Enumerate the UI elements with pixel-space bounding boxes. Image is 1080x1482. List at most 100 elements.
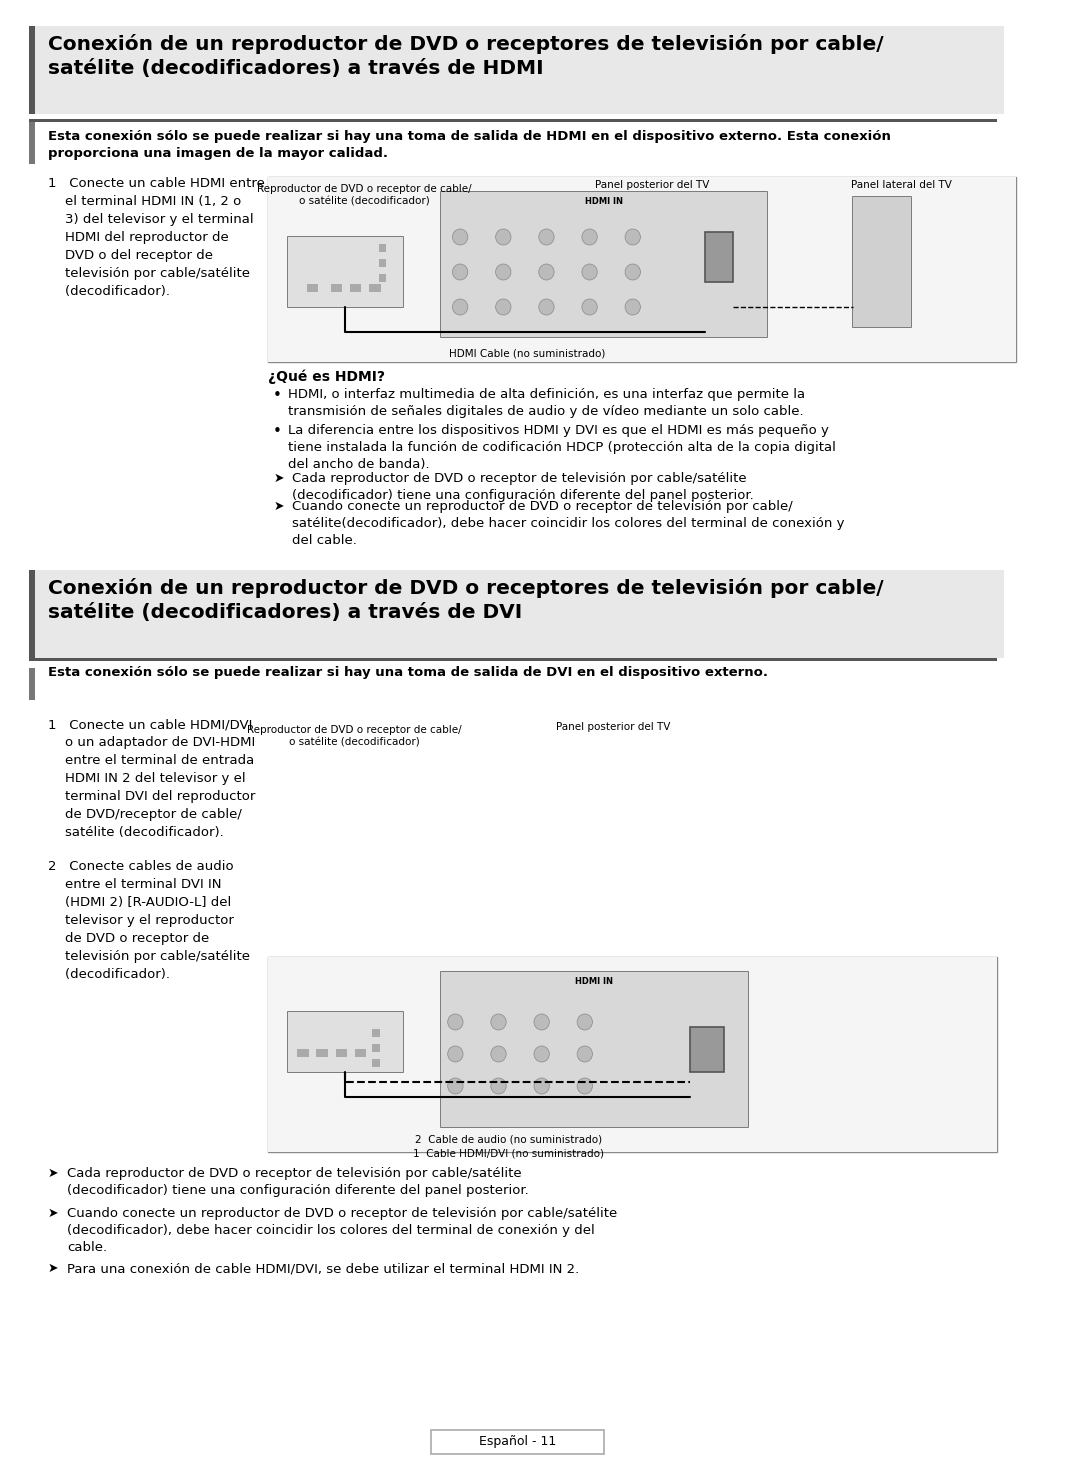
- Bar: [853, 197, 910, 328]
- Text: ¿Qué es HDMI?: ¿Qué es HDMI?: [269, 370, 386, 384]
- Text: Para una conexión de cable HDMI/DVI, se debe utilizar el terminal HDMI IN 2.: Para una conexión de cable HDMI/DVI, se …: [67, 1263, 579, 1275]
- Bar: [690, 1027, 724, 1071]
- Circle shape: [582, 264, 597, 280]
- Bar: [297, 1049, 309, 1057]
- Bar: [354, 1049, 366, 1057]
- Bar: [441, 972, 747, 1126]
- Bar: [690, 1027, 724, 1071]
- Circle shape: [490, 1014, 507, 1030]
- Bar: [29, 571, 36, 658]
- Bar: [287, 237, 403, 307]
- Circle shape: [582, 230, 597, 245]
- Bar: [36, 571, 1003, 658]
- Bar: [379, 259, 387, 267]
- Circle shape: [496, 264, 511, 280]
- Bar: [372, 1060, 380, 1067]
- Bar: [350, 285, 362, 292]
- Circle shape: [496, 230, 511, 245]
- Text: 1   Conecte un cable HDMI entre
    el terminal HDMI IN (1, 2 o
    3) del telev: 1 Conecte un cable HDMI entre el termina…: [48, 176, 265, 298]
- Text: Conexión de un reproductor de DVD o receptores de televisión por cable/
satélite: Conexión de un reproductor de DVD o rece…: [48, 34, 883, 79]
- Bar: [316, 1049, 328, 1057]
- Bar: [269, 957, 997, 1152]
- Text: Panel posterior del TV: Panel posterior del TV: [556, 722, 671, 732]
- Bar: [287, 1012, 403, 1071]
- Text: Reproductor de DVD o receptor de cable/
o satélite (decodificador): Reproductor de DVD o receptor de cable/ …: [247, 725, 462, 747]
- Circle shape: [490, 1077, 507, 1094]
- Text: Cada reproductor de DVD o receptor de televisión por cable/satélite
(decodificad: Cada reproductor de DVD o receptor de te…: [67, 1166, 529, 1197]
- Bar: [29, 122, 36, 165]
- Text: Reproductor de DVD o receptor de cable/
o satélite (decodificador): Reproductor de DVD o receptor de cable/ …: [257, 184, 472, 206]
- Bar: [287, 1012, 403, 1071]
- Bar: [853, 197, 910, 328]
- Bar: [269, 957, 997, 1152]
- Circle shape: [582, 299, 597, 316]
- Text: ➤: ➤: [273, 471, 284, 485]
- Text: Cada reproductor de DVD o receptor de televisión por cable/satélite
(decodificad: Cada reproductor de DVD o receptor de te…: [293, 471, 754, 502]
- Bar: [704, 233, 733, 282]
- Circle shape: [534, 1014, 550, 1030]
- Circle shape: [453, 299, 468, 316]
- Bar: [29, 658, 997, 661]
- Text: Esta conexión sólo se puede realizar si hay una toma de salida de HDMI en el dis: Esta conexión sólo se puede realizar si …: [48, 130, 891, 160]
- Circle shape: [577, 1077, 593, 1094]
- Text: Español - 11: Español - 11: [480, 1436, 556, 1448]
- Circle shape: [539, 230, 554, 245]
- Text: Panel posterior del TV: Panel posterior del TV: [595, 179, 710, 190]
- Bar: [29, 119, 997, 122]
- Bar: [441, 972, 747, 1126]
- Text: HDMI IN: HDMI IN: [576, 977, 613, 986]
- Bar: [704, 233, 733, 282]
- Circle shape: [453, 230, 468, 245]
- Text: Cuando conecte un reproductor de DVD o receptor de televisión por cable/satélite: Cuando conecte un reproductor de DVD o r…: [67, 1206, 618, 1254]
- Text: ➤: ➤: [48, 1206, 58, 1220]
- Text: ➤: ➤: [273, 499, 284, 513]
- Bar: [307, 285, 319, 292]
- Text: 2  Cable de audio (no suministrado): 2 Cable de audio (no suministrado): [415, 1134, 602, 1144]
- Circle shape: [625, 264, 640, 280]
- Text: HDMI, o interfaz multimedia de alta definición, es una interfaz que permite la
t: HDMI, o interfaz multimedia de alta defi…: [287, 388, 805, 418]
- Bar: [379, 274, 387, 282]
- Text: 1  Cable HDMI/DVI (no suministrado): 1 Cable HDMI/DVI (no suministrado): [413, 1149, 604, 1157]
- Circle shape: [539, 264, 554, 280]
- Text: Panel lateral del TV: Panel lateral del TV: [851, 179, 951, 190]
- Text: ➤: ➤: [48, 1263, 58, 1275]
- Circle shape: [534, 1046, 550, 1063]
- Circle shape: [490, 1046, 507, 1063]
- Text: Esta conexión sólo se puede realizar si hay una toma de salida de DVI en el disp: Esta conexión sólo se puede realizar si …: [48, 665, 768, 679]
- Circle shape: [453, 264, 468, 280]
- Text: Conexión de un reproductor de DVD o receptores de televisión por cable/
satélite: Conexión de un reproductor de DVD o rece…: [48, 578, 883, 622]
- Bar: [441, 193, 767, 336]
- Text: HDMI IN: HDMI IN: [585, 197, 623, 206]
- Bar: [36, 27, 1003, 114]
- Text: 2   Conecte cables de audio
    entre el terminal DVI IN
    (HDMI 2) [R-AUDIO-L: 2 Conecte cables de audio entre el termi…: [48, 860, 249, 981]
- Text: ➤: ➤: [48, 1166, 58, 1180]
- Bar: [269, 176, 1016, 362]
- Bar: [336, 1049, 347, 1057]
- Bar: [379, 245, 387, 252]
- Text: •: •: [273, 388, 282, 403]
- Bar: [441, 193, 767, 336]
- Text: Cuando conecte un reproductor de DVD o receptor de televisión por cable/
satélit: Cuando conecte un reproductor de DVD o r…: [293, 499, 845, 547]
- Circle shape: [448, 1014, 463, 1030]
- Bar: [330, 285, 342, 292]
- Circle shape: [448, 1046, 463, 1063]
- Text: HDMI Cable (no suministrado): HDMI Cable (no suministrado): [449, 348, 606, 359]
- Text: 1   Conecte un cable HDMI/DVI
    o un adaptador de DVI-HDMI
    entre el termin: 1 Conecte un cable HDMI/DVI o un adaptad…: [48, 717, 255, 839]
- Circle shape: [496, 299, 511, 316]
- Bar: [431, 1430, 604, 1454]
- Circle shape: [534, 1077, 550, 1094]
- Text: •: •: [273, 424, 282, 439]
- Bar: [287, 237, 403, 307]
- Circle shape: [448, 1077, 463, 1094]
- Circle shape: [539, 299, 554, 316]
- Text: La diferencia entre los dispositivos HDMI y DVI es que el HDMI es más pequeño y
: La diferencia entre los dispositivos HDM…: [287, 424, 836, 471]
- Circle shape: [577, 1046, 593, 1063]
- Circle shape: [625, 299, 640, 316]
- Bar: [372, 1029, 380, 1037]
- Bar: [29, 668, 36, 700]
- Bar: [372, 1043, 380, 1052]
- Circle shape: [577, 1014, 593, 1030]
- Bar: [269, 176, 1016, 362]
- Bar: [29, 27, 36, 114]
- Bar: [369, 285, 380, 292]
